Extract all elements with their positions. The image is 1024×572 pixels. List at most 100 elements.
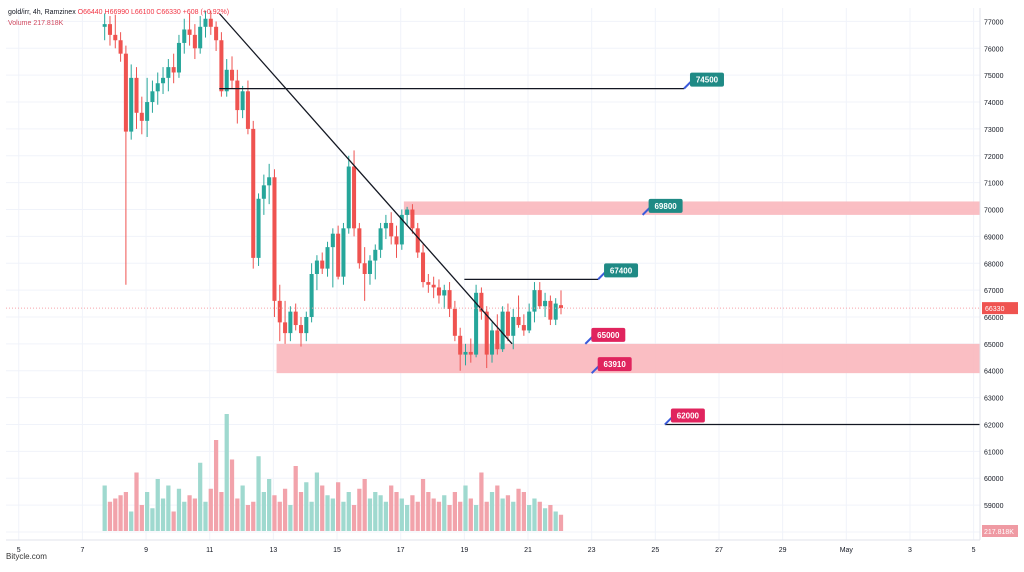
volume-bar	[309, 501, 314, 531]
volume-bar	[357, 488, 362, 531]
candle-body	[298, 325, 304, 334]
candle-body	[463, 351, 468, 355]
time-tick-label: 25	[651, 547, 659, 554]
candle-body	[442, 290, 447, 296]
volume-bar	[198, 462, 203, 531]
volume-bar	[176, 488, 182, 531]
candle-body	[129, 77, 134, 132]
candle-body	[405, 209, 410, 215]
price-callout-box	[689, 72, 724, 87]
volume-bar	[272, 495, 277, 531]
volume-bar	[558, 514, 564, 531]
volume-bar	[192, 498, 197, 531]
price-tick-label: 62000	[984, 422, 1004, 429]
volume-bar	[489, 492, 495, 531]
price-callout-box	[597, 357, 632, 372]
volume-bar	[213, 440, 219, 531]
candle-body	[325, 247, 330, 269]
volume-bar	[426, 492, 431, 531]
time-tick-label: 11	[206, 547, 213, 554]
candle-body	[139, 112, 144, 121]
candle-body	[235, 80, 240, 111]
volume-bar	[452, 492, 457, 531]
candle-body	[214, 26, 219, 41]
candle-body	[394, 236, 399, 245]
volume-bar	[256, 456, 261, 531]
volume-bar	[373, 492, 378, 531]
price-tick-label: 73000	[984, 127, 1004, 134]
volume-bar	[208, 488, 213, 531]
volume-label: Volume	[8, 20, 32, 27]
candle-body	[389, 222, 394, 237]
candle-body	[155, 83, 160, 92]
volume-bar	[532, 498, 537, 531]
time-tick-label: 27	[715, 547, 723, 554]
candle-body	[230, 69, 235, 81]
price-tick-label: 64000	[984, 369, 1004, 376]
candle-body	[198, 26, 203, 49]
time-tick-label: 21	[524, 547, 532, 554]
volume-bar	[182, 501, 187, 531]
price-callout-label: 67400	[610, 266, 633, 275]
volume-bar	[240, 485, 245, 531]
volume-bar	[330, 498, 335, 531]
candle-body	[373, 249, 378, 261]
price-tick-label: 75000	[984, 73, 1004, 80]
volume-bar	[118, 495, 123, 531]
price-callout-box	[670, 408, 705, 423]
candle-body	[458, 335, 463, 355]
candle-body	[145, 102, 150, 121]
volume-bar	[378, 495, 383, 531]
trendline	[218, 12, 513, 345]
candle-body	[367, 260, 372, 274]
candle-body	[548, 300, 553, 320]
candle-body	[113, 34, 118, 41]
volume-bar	[235, 498, 240, 531]
price-tick-label: 74000	[984, 100, 1004, 107]
price-tick-label: 67000	[984, 288, 1004, 295]
candle-body	[256, 198, 261, 258]
candle-body	[341, 228, 346, 277]
time-tick-label: 23	[588, 547, 596, 554]
volume-bar	[325, 495, 330, 531]
volume-bar	[394, 492, 399, 531]
volume-bar	[282, 488, 288, 531]
volume-bar	[346, 492, 351, 531]
time-tick-label: 13	[269, 547, 277, 554]
volume-bar	[139, 505, 144, 531]
volume-bar	[129, 511, 134, 531]
candle-body	[187, 29, 192, 35]
candle-body	[134, 77, 139, 113]
candle-body	[261, 185, 266, 199]
price-tick-label: 71000	[984, 181, 1004, 188]
volume-bar	[367, 498, 373, 531]
price-tick-label: 72000	[984, 154, 1004, 161]
volume-bar	[458, 501, 463, 531]
candle-body	[330, 233, 335, 248]
volume-bar	[553, 511, 558, 531]
candle-body	[118, 40, 123, 54]
price-tick-label: 59000	[984, 503, 1004, 510]
candle-body	[336, 233, 341, 277]
price-tick-label: 76000	[984, 46, 1004, 53]
price-tick-label: 68000	[984, 261, 1004, 268]
volume-bar	[144, 492, 150, 531]
volume-bar	[304, 482, 309, 531]
volume-bar	[473, 505, 479, 531]
candle-body	[436, 287, 441, 296]
volume-bar	[341, 501, 346, 531]
volume-bar	[102, 485, 107, 531]
volume-bar	[224, 414, 229, 531]
candle-body	[378, 228, 383, 250]
candle-body	[521, 325, 526, 331]
candle-body	[272, 177, 277, 301]
candle-body	[176, 42, 181, 73]
candle-body	[123, 53, 128, 132]
candle-body	[357, 228, 362, 264]
candle-body	[346, 166, 351, 229]
last-price-badge	[982, 302, 1018, 315]
candle-body	[309, 274, 314, 317]
volume-bar	[134, 472, 139, 531]
brand-footer: Bitycle.com	[6, 552, 47, 561]
